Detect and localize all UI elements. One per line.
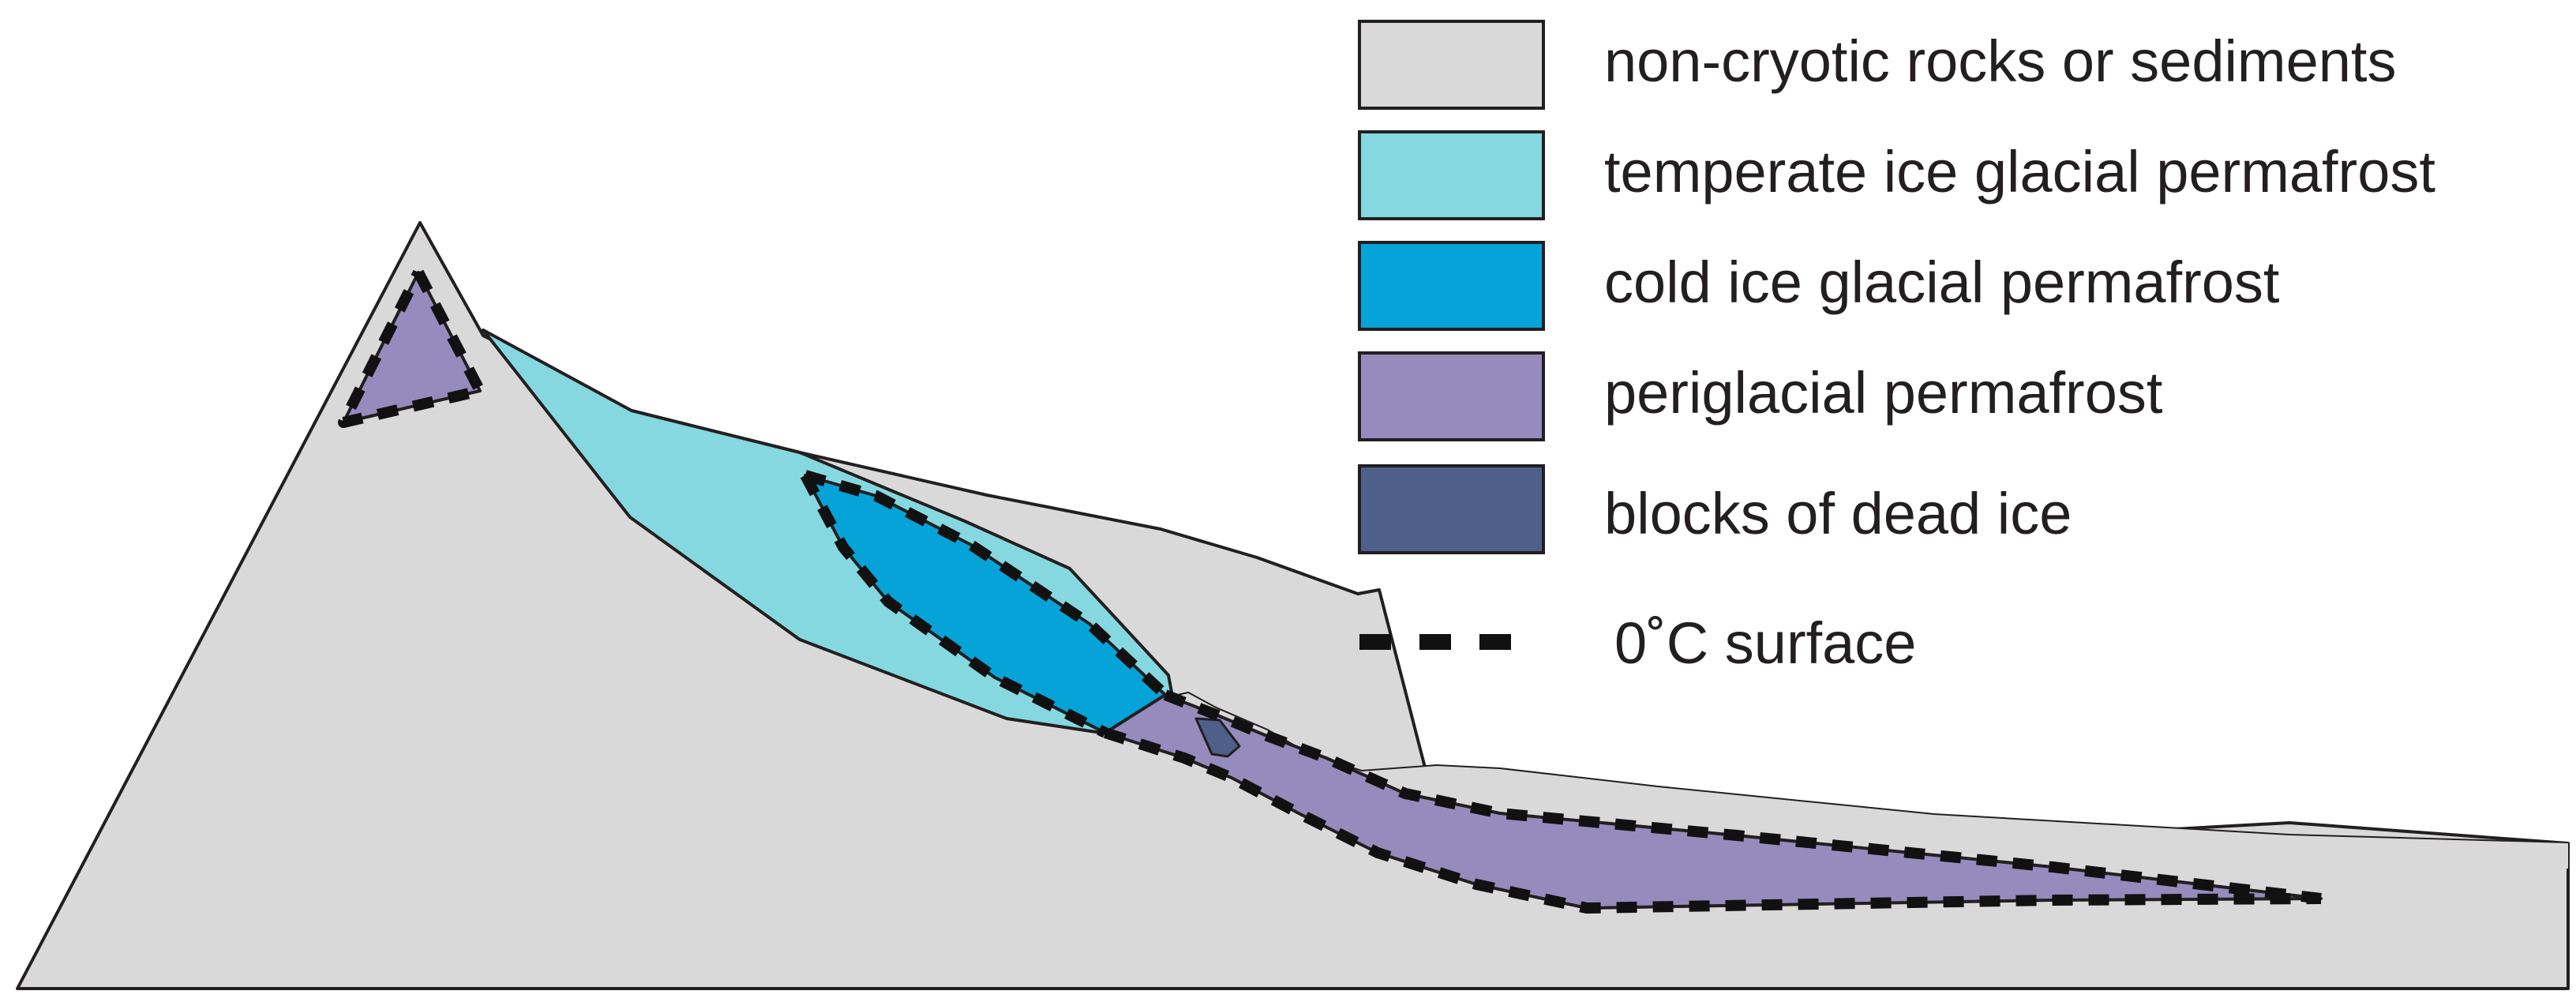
legend-swatch-periglacial <box>1358 351 1545 441</box>
zero-surface-periglacial-upper <box>1163 689 2322 904</box>
legend-swatch-non-cryotic <box>1358 20 1545 110</box>
legend-label-dead-ice: blocks of dead ice <box>1604 481 2072 546</box>
legend: non-cryotic rocks or sediments temperate… <box>1358 20 2435 676</box>
legend-label-periglacial: periglacial permafrost <box>1604 360 2163 426</box>
legend-label-temperate-ice: temperate ice glacial permafrost <box>1604 139 2435 205</box>
legend-label-zero-surface: 0˚C surface <box>1614 610 1916 676</box>
legend-swatch-temperate-ice <box>1358 130 1545 220</box>
zero-surface-cold-ice-lower <box>800 472 1108 738</box>
peak-periglacial-body <box>342 271 482 424</box>
legend-label-non-cryotic: non-cryotic rocks or sediments <box>1604 28 2396 94</box>
legend-swatch-dead-ice <box>1358 464 1545 554</box>
legend-label-cold-ice: cold ice glacial permafrost <box>1604 250 2280 315</box>
legend-swatch-cold-ice <box>1358 241 1545 331</box>
zero-surface-lines <box>338 269 2322 914</box>
zero-surface-cold-ice-upper <box>804 470 1169 700</box>
